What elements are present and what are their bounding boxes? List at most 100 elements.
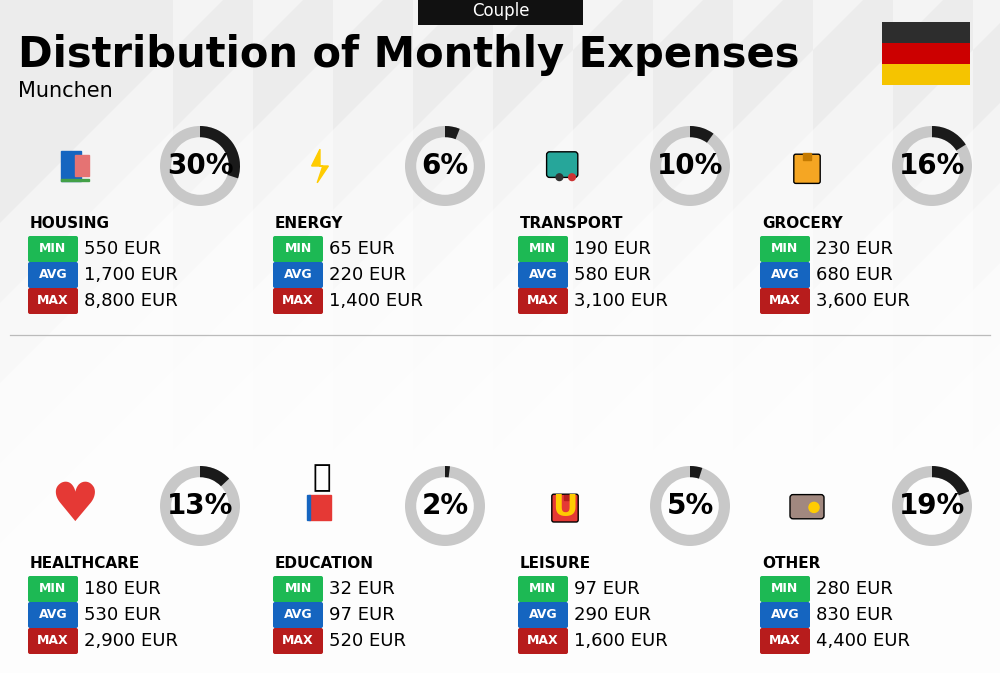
Text: 5%: 5% — [666, 492, 714, 520]
Bar — [75, 155, 89, 176]
FancyBboxPatch shape — [518, 602, 568, 628]
Text: 180 EUR: 180 EUR — [84, 580, 161, 598]
Text: MIN: MIN — [771, 583, 799, 596]
Text: MAX: MAX — [769, 295, 801, 308]
Wedge shape — [932, 126, 966, 151]
Wedge shape — [892, 126, 972, 206]
Wedge shape — [200, 466, 229, 487]
Text: 8,800 EUR: 8,800 EUR — [84, 292, 178, 310]
Wedge shape — [690, 126, 714, 143]
Text: MIN: MIN — [284, 242, 312, 256]
Text: TRANSPORT: TRANSPORT — [520, 215, 624, 230]
FancyBboxPatch shape — [760, 576, 810, 602]
Text: 97 EUR: 97 EUR — [329, 606, 395, 624]
Text: 550 EUR: 550 EUR — [84, 240, 161, 258]
Text: LEISURE: LEISURE — [520, 555, 591, 571]
Text: MAX: MAX — [282, 295, 314, 308]
Text: 3,600 EUR: 3,600 EUR — [816, 292, 910, 310]
Text: Munchen: Munchen — [18, 81, 113, 101]
Bar — [61, 178, 89, 182]
FancyBboxPatch shape — [518, 262, 568, 288]
Text: 65 EUR: 65 EUR — [329, 240, 395, 258]
Wedge shape — [405, 126, 485, 206]
Text: OTHER: OTHER — [762, 555, 820, 571]
Circle shape — [809, 502, 819, 512]
Circle shape — [556, 174, 563, 180]
Text: Couple: Couple — [472, 3, 529, 20]
FancyBboxPatch shape — [273, 236, 323, 262]
Text: U: U — [552, 493, 578, 522]
FancyBboxPatch shape — [273, 576, 323, 602]
FancyBboxPatch shape — [790, 495, 824, 519]
Text: AVG: AVG — [284, 269, 312, 281]
Text: AVG: AVG — [529, 269, 557, 281]
FancyBboxPatch shape — [760, 628, 810, 654]
FancyBboxPatch shape — [28, 236, 78, 262]
FancyBboxPatch shape — [273, 628, 323, 654]
FancyBboxPatch shape — [28, 288, 78, 314]
Text: Distribution of Monthly Expenses: Distribution of Monthly Expenses — [18, 34, 800, 76]
Text: 2%: 2% — [421, 492, 469, 520]
FancyBboxPatch shape — [547, 152, 578, 178]
Text: 4,400 EUR: 4,400 EUR — [816, 632, 910, 650]
Bar — [309, 495, 331, 520]
FancyBboxPatch shape — [882, 64, 970, 85]
FancyBboxPatch shape — [882, 43, 970, 64]
Text: MIN: MIN — [39, 242, 67, 256]
Text: MAX: MAX — [527, 635, 559, 647]
Text: MAX: MAX — [282, 635, 314, 647]
FancyBboxPatch shape — [552, 494, 578, 522]
FancyBboxPatch shape — [760, 236, 810, 262]
Text: 680 EUR: 680 EUR — [816, 266, 893, 284]
Text: MIN: MIN — [284, 583, 312, 596]
Text: MIN: MIN — [771, 242, 799, 256]
Wedge shape — [892, 466, 972, 546]
FancyBboxPatch shape — [518, 576, 568, 602]
Text: MIN: MIN — [39, 583, 67, 596]
FancyBboxPatch shape — [760, 262, 810, 288]
FancyBboxPatch shape — [273, 288, 323, 314]
Text: EDUCATION: EDUCATION — [275, 555, 374, 571]
Bar — [307, 495, 310, 520]
FancyBboxPatch shape — [28, 602, 78, 628]
Text: ENERGY: ENERGY — [275, 215, 344, 230]
Text: AVG: AVG — [284, 608, 312, 621]
Text: 280 EUR: 280 EUR — [816, 580, 893, 598]
Text: 220 EUR: 220 EUR — [329, 266, 406, 284]
Text: 2,900 EUR: 2,900 EUR — [84, 632, 178, 650]
Text: 580 EUR: 580 EUR — [574, 266, 651, 284]
Wedge shape — [690, 466, 702, 479]
Text: ♥: ♥ — [51, 480, 99, 532]
Wedge shape — [405, 466, 485, 546]
Text: 19%: 19% — [899, 492, 965, 520]
Text: 🎓: 🎓 — [312, 463, 331, 492]
FancyBboxPatch shape — [760, 288, 810, 314]
FancyBboxPatch shape — [760, 602, 810, 628]
FancyBboxPatch shape — [418, 0, 583, 25]
Polygon shape — [312, 149, 328, 183]
Text: 1,600 EUR: 1,600 EUR — [574, 632, 668, 650]
FancyBboxPatch shape — [518, 236, 568, 262]
Wedge shape — [445, 126, 460, 139]
FancyBboxPatch shape — [794, 154, 820, 184]
Wedge shape — [932, 466, 969, 495]
Text: MIN: MIN — [529, 583, 557, 596]
FancyBboxPatch shape — [28, 576, 78, 602]
Text: 10%: 10% — [657, 152, 723, 180]
Text: MAX: MAX — [527, 295, 559, 308]
Text: MAX: MAX — [37, 635, 69, 647]
Text: 13%: 13% — [167, 492, 233, 520]
Text: HEALTHCARE: HEALTHCARE — [30, 555, 140, 571]
Text: AVG: AVG — [529, 608, 557, 621]
Text: 16%: 16% — [899, 152, 965, 180]
Text: AVG: AVG — [39, 608, 67, 621]
Bar — [564, 495, 573, 501]
Text: 230 EUR: 230 EUR — [816, 240, 893, 258]
Bar — [803, 153, 811, 160]
Text: 1,400 EUR: 1,400 EUR — [329, 292, 423, 310]
Text: 1,700 EUR: 1,700 EUR — [84, 266, 178, 284]
Wedge shape — [160, 126, 240, 206]
Wedge shape — [200, 126, 240, 178]
Text: 6%: 6% — [421, 152, 469, 180]
FancyBboxPatch shape — [28, 262, 78, 288]
